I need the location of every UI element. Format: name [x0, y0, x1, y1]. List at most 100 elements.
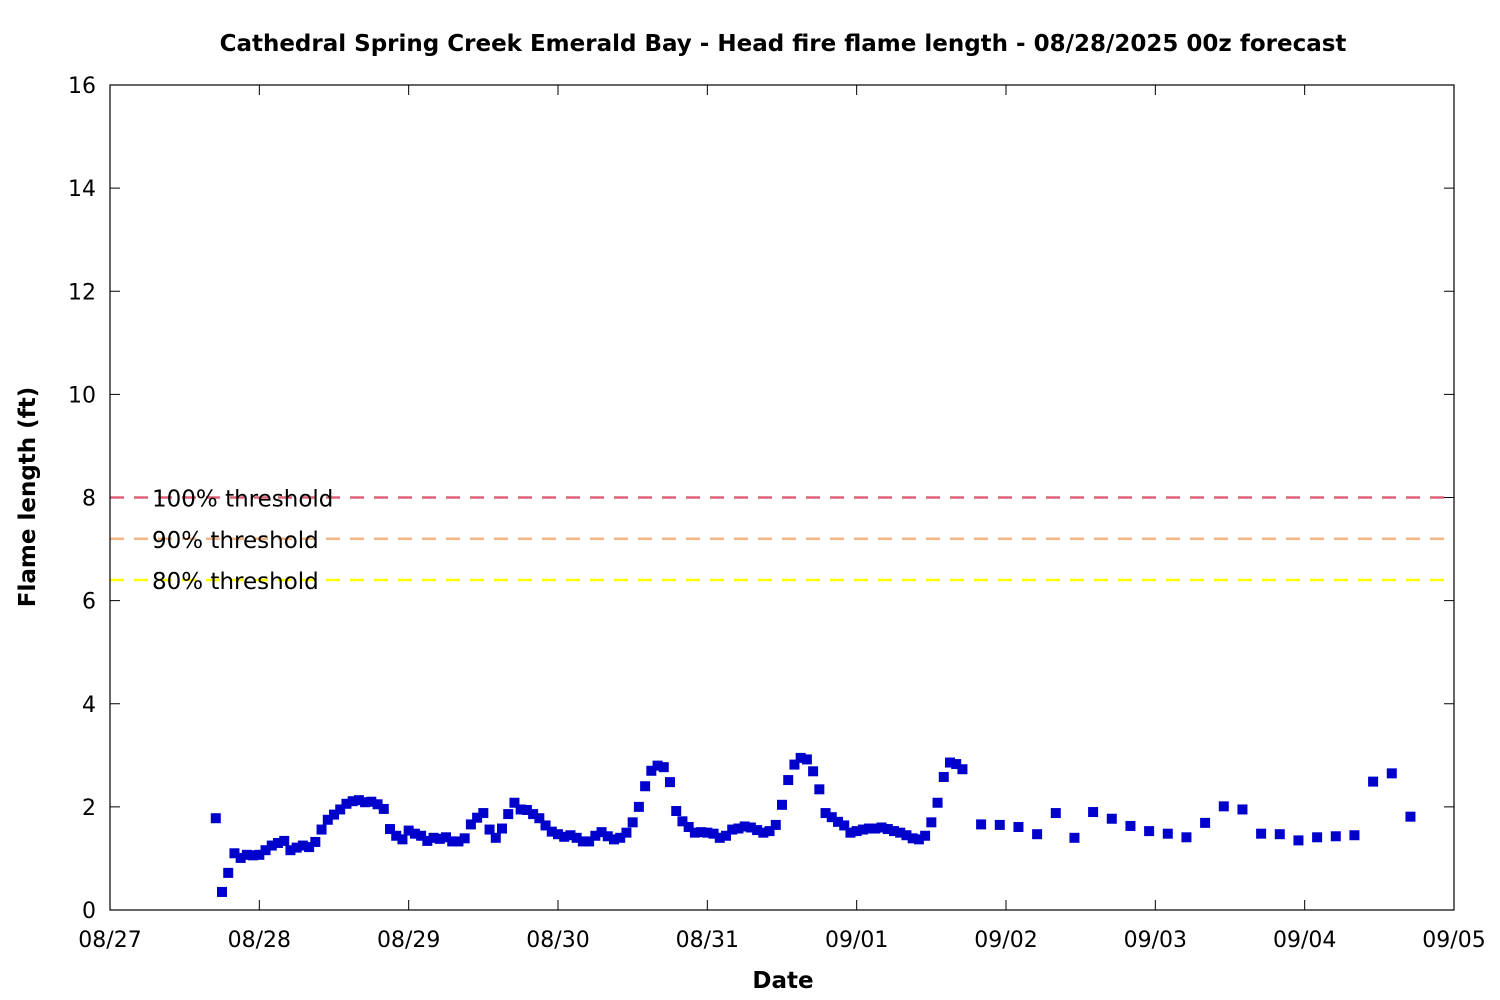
threshold-label: 80% threshold [152, 569, 319, 595]
data-point [696, 827, 707, 838]
data-point [291, 842, 302, 853]
data-point [1386, 768, 1397, 779]
data-point [671, 806, 682, 816]
data-point [783, 775, 794, 786]
data-point [559, 831, 570, 842]
data-point [353, 795, 364, 806]
y-tick-label: 0 [82, 899, 96, 924]
data-point [913, 834, 924, 845]
data-point [609, 834, 619, 845]
data-point [845, 827, 856, 838]
data-point [1218, 801, 1229, 812]
data-point [409, 828, 420, 839]
data-point [833, 816, 843, 827]
data-point [453, 836, 464, 847]
data-point [1405, 811, 1416, 822]
data-point [490, 832, 501, 843]
y-axis-title: Flame length (ft) [15, 387, 41, 607]
data-point [764, 826, 775, 837]
data-point [876, 822, 887, 833]
data-point [864, 823, 875, 834]
y-tick-label: 6 [82, 590, 96, 615]
data-point [826, 812, 837, 823]
data-point [932, 797, 943, 808]
data-point [745, 822, 756, 833]
data-point [721, 830, 731, 841]
y-tick-label: 14 [68, 177, 96, 202]
data-point [590, 830, 601, 841]
x-tick-label: 08/27 [78, 928, 141, 953]
data-point [478, 808, 489, 819]
data-point [758, 827, 769, 838]
data-point [509, 797, 520, 808]
data-point [640, 781, 651, 792]
data-point [273, 837, 283, 848]
y-tick-label: 12 [68, 280, 96, 305]
data-point [347, 796, 358, 807]
data-point [1125, 820, 1136, 831]
data-point [235, 852, 246, 863]
x-tick-label: 09/01 [825, 928, 888, 953]
data-point [1144, 826, 1155, 837]
data-point [553, 829, 563, 840]
data-point [422, 835, 433, 846]
data-point [391, 830, 402, 841]
x-tick-label: 09/02 [974, 928, 1037, 953]
data-point [901, 830, 912, 841]
data-point [472, 812, 483, 823]
data-point [689, 827, 700, 838]
data-point [441, 832, 451, 843]
data-point [1181, 832, 1192, 843]
threshold-lines: 100% threshold 90% threshold 80% threshold [110, 487, 1454, 595]
x-tick-label: 08/31 [676, 928, 739, 953]
threshold-label: 90% threshold [152, 528, 319, 554]
data-point [459, 833, 470, 844]
data-point [434, 833, 445, 844]
data-point [1256, 828, 1267, 839]
data-point [1312, 832, 1323, 843]
data-point [938, 771, 949, 782]
data-point [801, 754, 812, 765]
data-point [447, 836, 458, 847]
data-point [1162, 828, 1173, 839]
data-point [210, 813, 221, 824]
data-point [497, 823, 507, 834]
data-point [1088, 807, 1099, 818]
data-point [304, 842, 315, 853]
data-point [484, 824, 495, 835]
data-point [752, 825, 763, 836]
data-point [217, 886, 227, 897]
data-point [279, 835, 290, 846]
data-point [920, 830, 931, 841]
data-point [428, 832, 439, 843]
data-point [714, 832, 725, 843]
x-tick-label: 09/04 [1273, 928, 1336, 953]
data-point [285, 845, 296, 856]
data-point [534, 813, 545, 824]
data-point [397, 834, 408, 845]
data-point [870, 823, 881, 834]
data-point [565, 830, 576, 841]
data-point [652, 760, 663, 771]
data-point [335, 804, 346, 815]
data-point [1106, 813, 1117, 824]
data-point [907, 833, 918, 844]
data-point [521, 804, 532, 815]
data-point [1349, 830, 1360, 841]
data-point [266, 840, 277, 851]
data-point [994, 819, 1005, 830]
data-point [341, 798, 352, 809]
flame-length-series [210, 752, 1416, 897]
data-point [1274, 829, 1285, 840]
data-point [889, 826, 899, 837]
data-point [633, 801, 644, 812]
data-point [789, 759, 800, 770]
data-point [976, 819, 987, 830]
data-point [1013, 821, 1024, 832]
data-point [329, 809, 339, 820]
data-point [857, 824, 868, 835]
x-tick-label: 08/28 [228, 928, 291, 953]
data-point [241, 849, 252, 860]
data-point [739, 821, 750, 832]
data-point [1237, 804, 1248, 815]
